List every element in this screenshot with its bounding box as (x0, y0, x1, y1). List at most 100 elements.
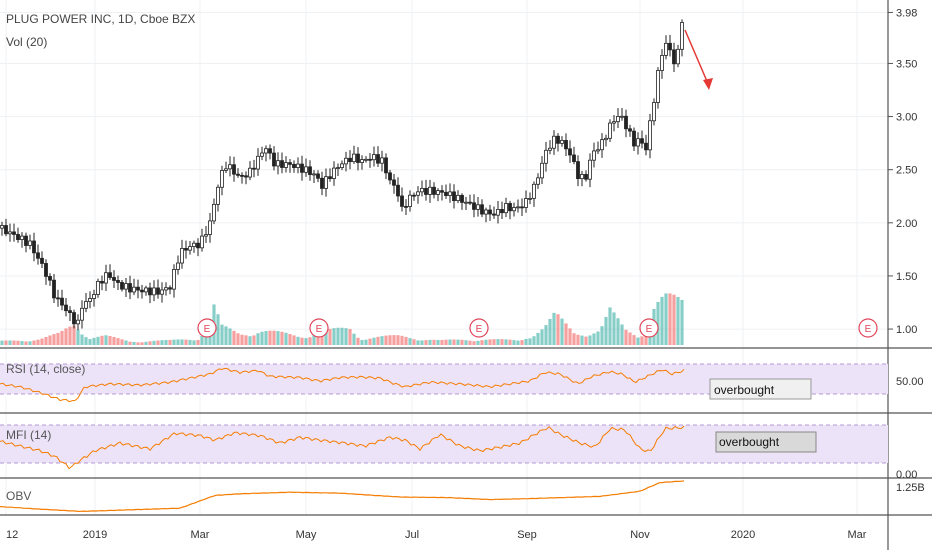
volume-bar (48, 335, 52, 345)
candle-body (40, 257, 44, 264)
volume-bar (376, 336, 380, 345)
volume-bar (136, 342, 140, 345)
volume-bar (188, 339, 192, 345)
volume-bar (120, 339, 124, 345)
volume-bar (16, 340, 20, 345)
candle-body (276, 160, 280, 167)
candle-body (16, 234, 20, 240)
candle-body (200, 235, 204, 249)
volume-bar (516, 340, 520, 345)
candle-body (188, 246, 192, 251)
candle-body (436, 190, 440, 195)
price-tick-label: 1.50 (896, 271, 917, 283)
volume-bar (400, 335, 404, 345)
volume-bar (372, 337, 376, 345)
volume-bar (668, 293, 672, 345)
candle-body (120, 282, 124, 290)
volume-bar (416, 340, 420, 345)
candle-body (560, 140, 564, 144)
candle-body (124, 283, 128, 290)
volume-bar (324, 330, 328, 345)
rsi-line (0, 367, 685, 403)
candle-body (148, 287, 152, 296)
volume-bar (368, 338, 372, 345)
candle-body (544, 149, 548, 164)
earnings-marker-icon[interactable] (309, 318, 329, 338)
volume-bar (76, 329, 80, 345)
volume-bar (408, 338, 412, 345)
volume-bar (604, 316, 608, 345)
candle-body (324, 176, 328, 189)
candle-body (264, 148, 268, 154)
volume-bar (228, 328, 232, 345)
volume-bar (20, 341, 24, 345)
volume-bar (108, 336, 112, 345)
volume-bar (396, 335, 400, 345)
volume-bar (336, 327, 340, 345)
price-tick-label: 2.50 (896, 165, 917, 177)
candle-body (180, 248, 184, 264)
time-tick-label: Mar (191, 529, 210, 541)
volume-bar (124, 340, 128, 345)
volume-bar (412, 339, 416, 345)
earnings-marker-label: E (865, 324, 872, 335)
volume-bar (248, 336, 252, 345)
earnings-marker-icon[interactable] (469, 318, 489, 338)
volume-bar (132, 341, 136, 345)
earnings-marker-icon[interactable] (858, 318, 878, 338)
volume-bar (172, 339, 176, 345)
volume-bar (164, 339, 168, 345)
volume-bar (220, 324, 224, 345)
volume-bar (480, 340, 484, 345)
candle-body (244, 175, 248, 178)
volume-bar (104, 335, 108, 345)
volume-bar (660, 296, 664, 345)
volume-bar (268, 330, 272, 345)
chart-symbol-title: PLUG POWER INC, 1D, Cboe BZX (6, 12, 195, 26)
time-tick-label: 12 (6, 529, 18, 541)
volume-bar (464, 340, 468, 345)
candle-body (32, 240, 36, 254)
volume-bar (264, 330, 268, 345)
candle-body (564, 140, 568, 150)
candle-body (132, 286, 136, 293)
candle-body (536, 177, 540, 185)
candle-body (64, 304, 68, 312)
earnings-marker-icon[interactable] (197, 318, 217, 338)
candle-body (572, 154, 576, 163)
candle-body (444, 191, 448, 196)
candle-body (316, 173, 320, 179)
candle-body (492, 213, 496, 216)
candle-body (8, 231, 12, 235)
candle-body (468, 201, 472, 204)
obv-line (0, 480, 685, 513)
candle-body (428, 186, 432, 195)
candle-body (288, 162, 292, 165)
candle-body (356, 153, 360, 163)
volume-bar (476, 340, 480, 345)
candle-body (372, 154, 376, 161)
candle-body (184, 248, 188, 251)
rsi-note-text: overbought (714, 383, 775, 397)
time-tick-label: Sep (517, 529, 537, 541)
volume-bar (496, 339, 500, 345)
candle-body (496, 209, 500, 216)
candle-body (44, 263, 48, 277)
earnings-marker-icon[interactable] (639, 318, 659, 338)
volume-bar (72, 325, 76, 345)
candle-body (500, 209, 504, 214)
candle-body (144, 287, 148, 293)
volume-bar (552, 312, 556, 345)
volume-bar (160, 340, 164, 345)
candle-body (364, 158, 368, 161)
candle-body (84, 301, 88, 309)
candle-body (100, 280, 104, 284)
candle-body (340, 163, 344, 168)
candle-body (540, 162, 544, 179)
volume-bar (312, 335, 316, 345)
volume-bar (584, 336, 588, 345)
volume-bar (568, 328, 572, 345)
candle-body (608, 122, 612, 139)
volume-bar (620, 324, 624, 345)
